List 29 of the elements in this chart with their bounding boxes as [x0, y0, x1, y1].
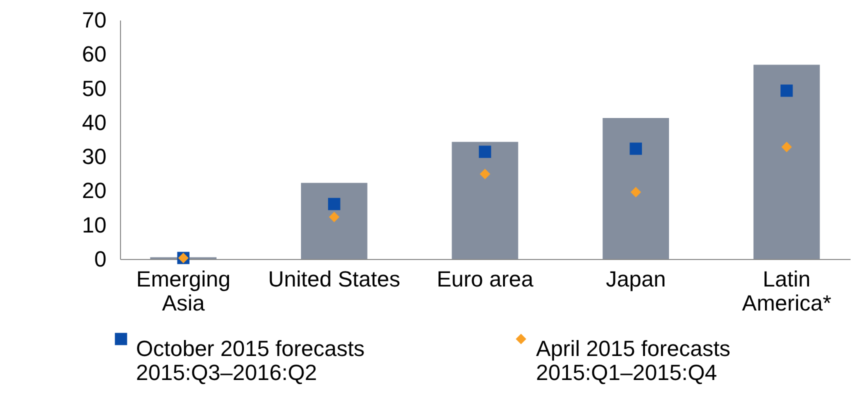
- text: 2015:Q3–2016:Q2: [136, 360, 318, 385]
- bar: [452, 142, 518, 259]
- y-tick-label: 30: [82, 144, 106, 170]
- point: [478, 146, 492, 158]
- y-tick-label: 0: [94, 246, 106, 272]
- point: [328, 198, 340, 210]
- y-tick-label: 50: [82, 76, 106, 101]
- point: [781, 142, 792, 152]
- y-tick-label: 40: [82, 110, 106, 135]
- legend-label: October 2015 forecasts: [136, 336, 365, 361]
- x-tick-label: Euro area: [436, 266, 534, 292]
- legend-label: April 2015 forecasts: [536, 336, 730, 361]
- y-tick-label: 70: [82, 8, 106, 32]
- point: [630, 186, 642, 198]
- bar: [753, 64, 820, 259]
- point: [480, 168, 490, 180]
- bar: [602, 118, 670, 259]
- x-tick-label: Japan: [606, 266, 666, 292]
- text: 2015:Q1–2015:Q4: [536, 360, 718, 385]
- x-tick-label: Latin America*: [742, 266, 832, 316]
- y-tick-label: 10: [82, 212, 106, 238]
- x-tick-label: United States: [268, 266, 400, 292]
- point: [630, 142, 642, 155]
- bar: [300, 182, 368, 259]
- y-tick-label: 60: [82, 42, 106, 67]
- x-tick-label: Emerging Asia: [136, 266, 230, 316]
- point: [328, 212, 340, 222]
- y-tick-label: 20: [82, 178, 106, 204]
- point: [780, 84, 793, 97]
